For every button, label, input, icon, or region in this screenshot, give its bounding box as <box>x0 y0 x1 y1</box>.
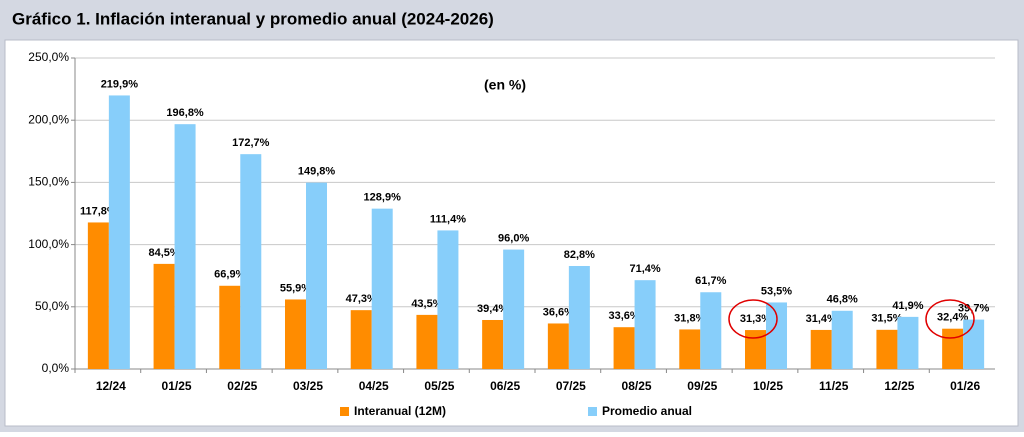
value-label: 31,4% <box>806 313 837 325</box>
bar <box>876 329 898 369</box>
value-label: 128,9% <box>364 192 402 204</box>
y-tick-label: 100,0% <box>28 237 69 251</box>
value-label: 47,3% <box>346 293 377 305</box>
bar <box>153 263 175 369</box>
value-label: 71,4% <box>629 263 660 275</box>
x-tick-label: 01/25 <box>162 379 192 393</box>
bar <box>482 319 504 369</box>
value-label: 39,7% <box>958 303 989 315</box>
bar <box>700 292 722 369</box>
bar <box>547 323 569 369</box>
value-label: 32,4% <box>937 312 968 324</box>
value-label: 117,8% <box>80 205 117 217</box>
x-tick-label: 04/25 <box>359 379 389 393</box>
y-tick-label: 0,0% <box>42 361 70 375</box>
x-tick-label: 06/25 <box>490 379 520 393</box>
bar <box>634 280 656 369</box>
bar <box>503 249 525 369</box>
bar <box>87 222 109 369</box>
x-tick-label: 12/25 <box>884 379 914 393</box>
x-tick-label: 11/25 <box>819 379 849 393</box>
bar <box>831 310 853 369</box>
value-label: 196,8% <box>166 107 204 119</box>
y-tick-label: 200,0% <box>28 112 69 126</box>
highlight-circle <box>925 299 975 339</box>
legend-swatch <box>340 407 349 416</box>
value-label: 41,9% <box>892 300 923 312</box>
y-tick-label: 50,0% <box>35 299 69 313</box>
bar <box>679 329 701 369</box>
value-label: 43,5% <box>411 298 442 310</box>
value-label: 39,4% <box>477 303 508 315</box>
legend-swatch <box>588 407 597 416</box>
value-label: 219,9% <box>101 78 139 90</box>
bar <box>942 328 964 369</box>
value-label: 36,6% <box>543 306 574 318</box>
x-tick-label: 08/25 <box>622 379 652 393</box>
y-tick-label: 150,0% <box>28 175 69 189</box>
bar <box>306 182 327 369</box>
bar <box>240 154 262 369</box>
value-label: 31,5% <box>871 313 902 325</box>
bar <box>897 316 919 369</box>
value-label: 53,5% <box>761 285 792 297</box>
bar <box>350 310 372 369</box>
x-tick-label: 01/26 <box>950 379 980 393</box>
value-label: 96,0% <box>498 232 529 244</box>
x-tick-label: 07/25 <box>556 379 586 393</box>
plot-area: 0,0% 50,0% 100,0% 150,0% 200,0% 250,0% 12/24 11… <box>28 50 995 418</box>
value-label: 149,8% <box>298 166 336 178</box>
bar <box>416 314 438 369</box>
value-label: 55,9% <box>280 282 311 294</box>
bar <box>810 329 832 369</box>
value-label: 111,4% <box>430 213 466 225</box>
value-label: 31,3% <box>740 313 771 325</box>
value-label: 84,5% <box>148 247 179 259</box>
bar <box>437 230 459 369</box>
x-tick-label: 10/25 <box>753 379 783 393</box>
legend-label: Interanual (12M) <box>354 404 446 418</box>
value-label: 66,9% <box>214 269 245 281</box>
bar <box>219 285 241 369</box>
value-label: 61,7% <box>695 275 726 287</box>
highlight-circle <box>728 299 778 339</box>
value-label: 82,8% <box>564 249 595 261</box>
value-label: 46,8% <box>827 294 858 306</box>
chart-title: Gráfico 1. Inflación interanual y promed… <box>12 9 494 28</box>
bar <box>963 319 985 369</box>
bar <box>371 208 393 369</box>
x-tick-label: 03/25 <box>293 379 323 393</box>
value-label: 33,6% <box>608 310 639 322</box>
x-tick-label: 09/25 <box>687 379 717 393</box>
annotation: (en %) <box>484 77 526 93</box>
bar <box>285 299 306 369</box>
value-label: 172,7% <box>232 137 270 149</box>
bar <box>108 95 130 369</box>
bar <box>568 265 590 369</box>
x-tick-label: 02/25 <box>227 379 257 393</box>
x-tick-label: 05/25 <box>424 379 454 393</box>
bar <box>613 327 635 369</box>
x-tick-label: 12/24 <box>96 379 126 393</box>
legend-label: Promedio anual <box>602 404 692 418</box>
bar <box>766 302 787 369</box>
y-tick-label: 250,0% <box>28 50 69 64</box>
bar <box>745 330 766 369</box>
bar <box>174 124 196 369</box>
value-label: 31,8% <box>674 312 705 324</box>
